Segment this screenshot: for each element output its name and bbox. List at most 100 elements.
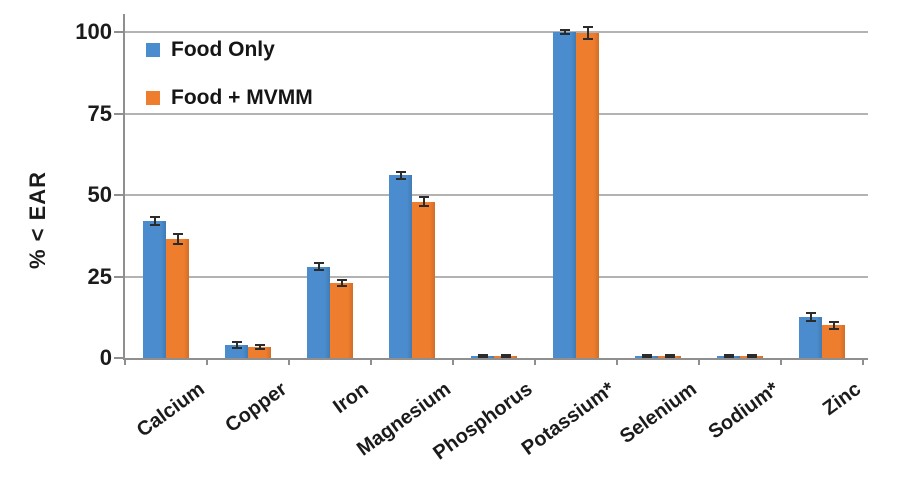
bar [412,201,435,358]
error-bar-cap [149,215,160,218]
x-category-label: Iron [329,378,373,419]
gridline [125,112,868,115]
bar [576,32,599,358]
y-tick-label: 50 [87,182,112,207]
error-bar-cap [500,353,511,356]
error-bar-cap [828,321,839,324]
gridline [125,275,868,278]
legend-item-food-mvmm: Food + MVMM [146,86,313,110]
error-bar [504,354,507,358]
legend-label-food-only: Food Only [171,38,275,61]
error-bar-cap [805,312,816,314]
error-bar-cap [313,268,324,271]
bar [307,266,330,358]
error-bar [832,322,835,329]
error-bar-cap [664,356,675,359]
gridline [125,194,868,196]
error-bar-cap [559,29,570,32]
error-bar-cap [172,233,183,236]
y-tick-label: 100 [75,19,112,44]
error-bar-cap [559,32,570,35]
error-bar-cap [149,224,160,227]
error-bar-cap [254,348,265,351]
legend: Food Only Food + MVMM [146,38,313,134]
error-bar-cap [254,344,265,347]
error-bar-cap [641,356,652,359]
legend-label-food-mvmm: Food + MVMM [171,86,313,109]
x-tick-mark [370,358,372,365]
error-bar-cap [723,353,734,356]
error-bar-cap [313,262,324,265]
x-tick-mark [206,358,208,365]
error-bar [727,354,730,358]
x-category-label: Copper [221,378,291,437]
error-bar-cap [395,171,406,174]
error-bar [258,345,261,350]
error-bar-cap [231,341,242,344]
error-bar [481,354,484,358]
error-bar-cap [477,353,488,356]
error-bar [176,234,179,244]
y-axis-title: % < EAR [25,170,50,270]
error-bar [645,354,648,358]
error-bar-cap [746,353,757,356]
error-bar-cap [746,356,757,359]
x-tick-mark [862,358,864,365]
error-bar [153,216,156,226]
y-tick-label: 0 [99,345,112,370]
x-category-label: Selenium [616,378,701,449]
y-axis-line [123,14,125,360]
error-bar-cap [418,205,429,208]
x-tick-mark [124,358,126,365]
bar [389,175,412,358]
food-mvmm-swatch-icon [146,91,160,105]
error-bar [668,354,671,358]
bar [248,347,271,358]
error-bar [750,354,753,358]
y-tick-label: 75 [87,100,112,126]
error-bar-cap [828,327,839,330]
x-category-label: Calcium [133,378,209,442]
error-bar-cap [664,353,675,356]
bar [225,344,248,358]
error-bar [317,263,320,270]
error-bar-cap [582,26,593,29]
x-tick-mark [616,358,618,365]
bar [553,32,576,358]
bar [330,283,353,358]
x-tick-mark [534,358,536,365]
error-bar [563,30,566,34]
error-bar [340,279,343,287]
error-bar [586,27,589,39]
y-tick-mark [114,31,123,33]
gridline [125,31,868,33]
error-bar-cap [395,177,406,180]
error-bar-cap [582,37,593,40]
y-tick-mark [114,357,123,359]
error-bar-cap [805,320,816,323]
food-only-swatch-icon [146,43,160,57]
y-tick-label: 25 [87,263,112,289]
bar [822,325,845,358]
x-tick-mark [780,358,782,365]
x-category-label: Zinc [818,378,865,420]
error-bar-cap [231,346,242,349]
y-tick-mark [114,112,123,115]
error-bar-cap [723,356,734,359]
error-bar-cap [336,278,347,281]
x-tick-mark [698,358,700,365]
y-tick-mark [114,275,123,278]
error-bar [422,196,425,207]
x-tick-mark [288,358,290,365]
error-bar-cap [172,242,183,245]
x-category-label: Sodium* [704,378,783,444]
bar [143,221,166,358]
error-bar-cap [477,356,488,359]
error-bar [809,313,812,322]
bar [799,317,822,358]
error-bar-cap [641,353,652,356]
error-bar [399,172,402,179]
error-bar-cap [418,195,429,198]
bar [166,239,189,358]
